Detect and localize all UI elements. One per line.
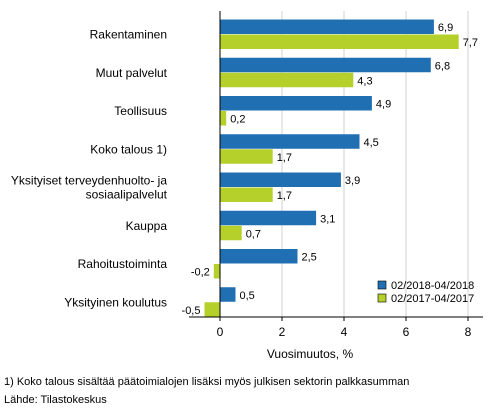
bar-value-label: 4,9 (376, 99, 391, 111)
category-label: Rahoitustoiminta (78, 257, 168, 271)
bar (220, 72, 354, 88)
bar (220, 172, 341, 187)
bar (220, 249, 298, 264)
bar-value-label: 3,9 (345, 175, 360, 187)
bar (220, 111, 227, 126)
x-axis-title: Vuosimuutos, % (267, 347, 354, 361)
footnote: 1) Koko talous sisältää päätoimialojen l… (4, 376, 410, 388)
x-tick-label: 4 (341, 325, 348, 339)
x-tick-label: 6 (403, 325, 410, 339)
bar (220, 19, 434, 34)
bar (220, 225, 242, 241)
category-label: Teollisuus (114, 104, 167, 118)
bar-value-label: 1,7 (277, 190, 292, 202)
bar (213, 264, 220, 279)
bar (220, 134, 360, 149)
category-label: Muut palvelut (96, 66, 168, 80)
category-label: Koko talous 1) (90, 142, 167, 156)
bar-value-label: 7,7 (463, 37, 478, 49)
bar-value-label: 2,5 (302, 252, 317, 264)
bar-chart: 6,9 7,7 Rakentaminen 6,8 4,3 Muut palvelut 4,9… (11, 11, 483, 361)
category-label: Kauppa (126, 219, 168, 233)
bar-value-label: 0,5 (240, 290, 255, 302)
bar (220, 287, 236, 302)
legend-label: 02/2017-04/2017 (391, 293, 474, 305)
bar-value-label: -0,2 (191, 267, 210, 279)
bar-value-label: -0,5 (182, 305, 201, 317)
bar (220, 149, 273, 164)
x-tick-label: 0 (217, 325, 224, 339)
category-label: Yksityinen koulutus (64, 295, 167, 309)
legend-label: 02/2018-04/2018 (391, 280, 474, 292)
bar (220, 187, 273, 202)
bar-value-label: 3,1 (320, 213, 335, 225)
bar (220, 57, 431, 73)
bar (204, 302, 220, 317)
bar (220, 96, 372, 111)
bar-value-label: 6,9 (438, 22, 453, 34)
category-label: Rakentaminen (90, 28, 167, 42)
x-tick-label: 2 (279, 325, 286, 339)
x-tick-label: 8 (465, 325, 472, 339)
category-label: Yksityiset terveydenhuolto- ja (11, 174, 167, 188)
legend-swatch (377, 293, 387, 303)
bar-value-label: 0,2 (230, 114, 245, 126)
bar (220, 210, 317, 226)
bar-value-label: 1,7 (277, 152, 292, 164)
category-label: sosiaalipalvelut (86, 188, 168, 202)
bar-value-label: 4,3 (357, 75, 372, 87)
source-note: Lähde: Tilastokeskus (4, 394, 107, 406)
legend-swatch (377, 280, 387, 290)
bar-value-label: 4,5 (364, 137, 379, 149)
bar (220, 34, 459, 49)
bar-value-label: 0,7 (246, 228, 261, 240)
bar-value-label: 6,8 (435, 60, 450, 72)
